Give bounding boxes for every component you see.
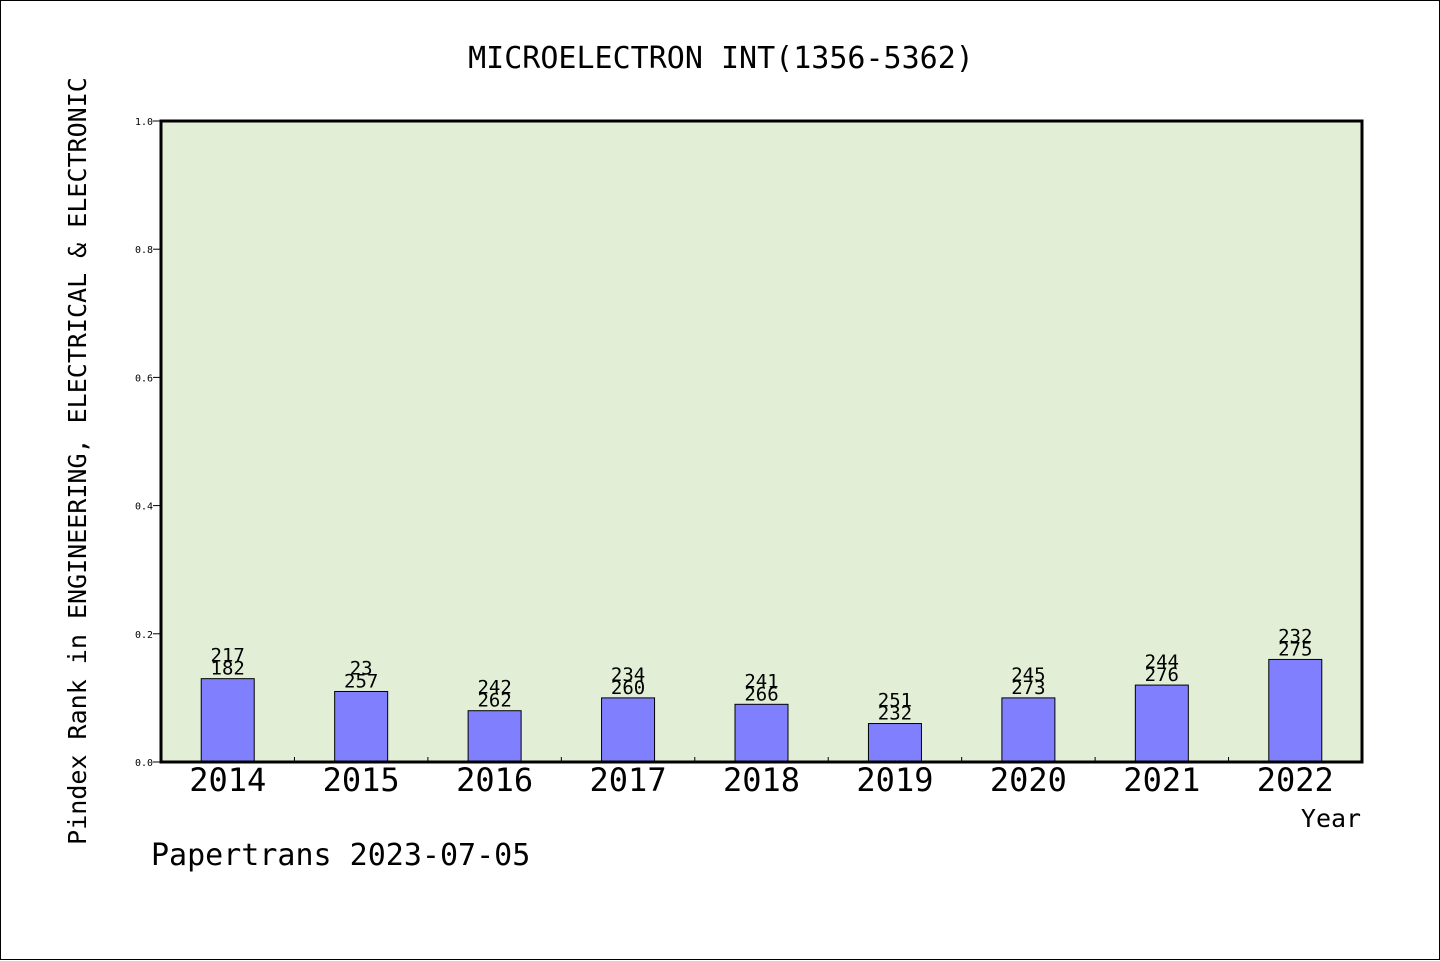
footer-credit: Papertrans 2023-07-05 [151,838,530,873]
bar-2019 [867,723,922,763]
x-tick-label: 2016 [456,761,533,799]
x-tick-label: 2022 [1257,761,1334,799]
bar-label-bottom: 232 [878,703,912,725]
bar-label-bottom: 276 [1145,664,1179,686]
bar-label-top: 242 [477,677,511,699]
bar-label-top: 217 [211,645,245,667]
y-tick-label: 0.6 [135,373,153,384]
y-axis: 0.0 0.2 0.4 0.6 0.8 1.0 [135,117,161,769]
y-tick-label: 0.2 [135,630,153,641]
bar-label-top: 251 [878,690,912,712]
plot-area [161,121,1362,762]
y-axis-label: Pindex Rank in ENGINEERING, ELECTRICAL &… [63,77,92,845]
bar-label-bottom: 260 [611,677,645,699]
x-tick-label: 2017 [590,761,667,799]
bar-label-bottom: 275 [1278,638,1312,660]
y-tick-label: 1.0 [135,117,153,128]
bar-2018 [734,703,789,763]
chart-title: MICROELECTRON INT(1356-5362) [468,41,974,76]
bar-label-top: 244 [1145,651,1179,673]
plot-frame [159,119,1364,764]
x-tick-label: 2014 [189,761,266,799]
x-tick-label: 2020 [990,761,1067,799]
bar-label-bottom: 182 [211,658,245,680]
bar-2015 [334,690,389,763]
bar-2014 [200,678,255,763]
x-tick-label: 2018 [723,761,800,799]
bar-2021 [1134,684,1189,763]
bar-label-top: 245 [1011,664,1045,686]
x-tick-label: 2015 [323,761,400,799]
bar-label-top: 232 [1278,625,1312,647]
x-tick-label: 2021 [1123,761,1200,799]
bar-2020 [1001,697,1056,763]
y-tick-label: 0.0 [135,758,153,769]
bar-label-bottom: 257 [344,670,378,692]
y-tick-label: 0.4 [135,502,153,513]
bar-label-top: 23 [350,657,373,679]
bar-label-top: 234 [611,664,645,686]
x-axis-label: Year [1301,804,1361,833]
bar-label-top: 241 [744,670,778,692]
bar-2016 [467,710,522,763]
x-axis: 2014 2015 2016 2017 2018 2019 2020 2021 2022 [189,757,1334,799]
bar-2017 [601,697,656,763]
y-tick-label: 0.8 [135,245,153,256]
bar-label-bottom: 266 [744,683,778,705]
bars-layer [200,658,1323,763]
x-tick-label: 2019 [856,761,933,799]
bar-label-bottom: 273 [1011,677,1045,699]
bar-label-bottom: 262 [477,690,511,712]
bar-2022 [1268,658,1323,763]
